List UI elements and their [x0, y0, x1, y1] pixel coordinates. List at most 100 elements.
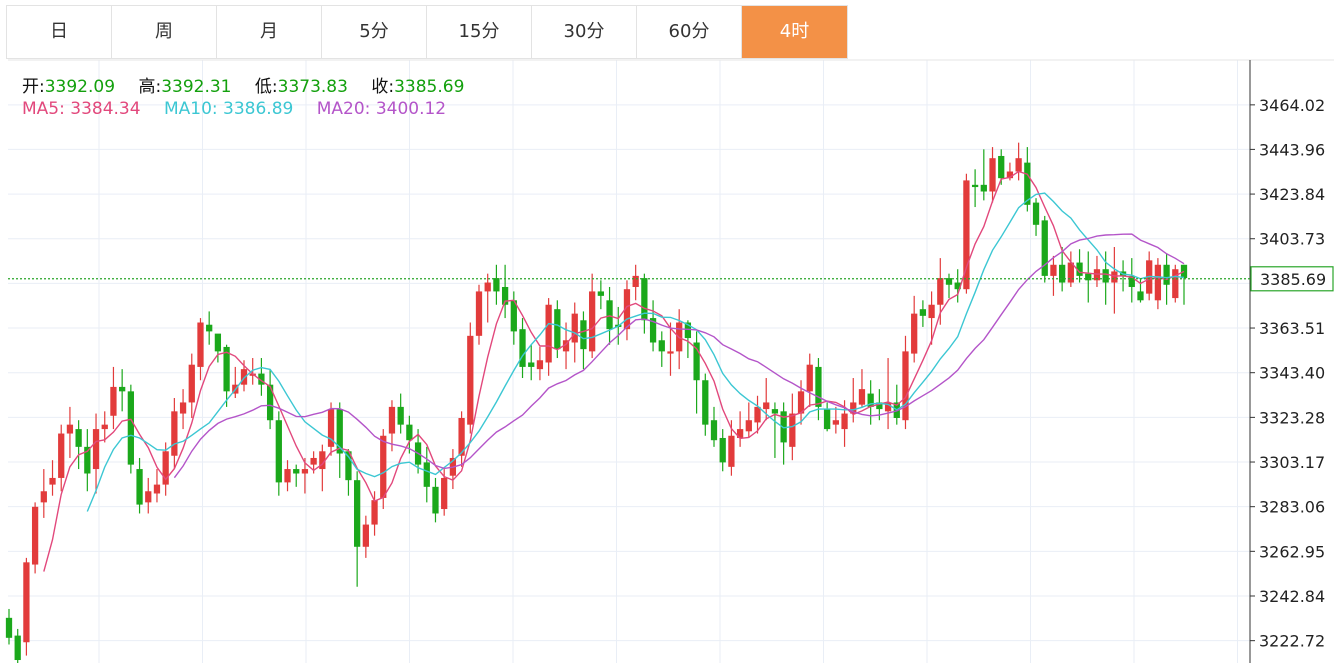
- candle: [867, 380, 874, 425]
- candle-body: [710, 420, 718, 441]
- candle-body: [336, 409, 343, 454]
- candle: [858, 369, 866, 407]
- candle: [258, 358, 265, 396]
- candle: [989, 147, 996, 203]
- candle-body: [606, 300, 613, 330]
- candle-body: [980, 184, 987, 192]
- candle-body: [824, 409, 831, 430]
- tab-week[interactable]: 周: [112, 6, 217, 58]
- chart-grid: [8, 59, 1334, 663]
- candle-body: [928, 304, 935, 319]
- candle-body: [597, 291, 604, 296]
- candle: [362, 515, 369, 558]
- candle-body: [301, 469, 309, 474]
- candle: [23, 557, 30, 656]
- candle: [1059, 247, 1066, 292]
- candle: [467, 322, 474, 434]
- candle: [1076, 249, 1083, 283]
- candle-body: [327, 409, 335, 447]
- candle-body: [937, 278, 944, 305]
- candle: [771, 402, 779, 458]
- current-price-line: 3385.69: [8, 266, 1334, 292]
- candle: [850, 378, 857, 423]
- candle-body: [101, 424, 108, 430]
- candle-body: [963, 180, 970, 290]
- candle-body: [214, 333, 222, 352]
- tab-day[interactable]: 日: [7, 6, 112, 58]
- candle-body: [1085, 273, 1092, 281]
- candle-body: [197, 322, 204, 367]
- candle: [49, 460, 56, 496]
- candle-body: [954, 282, 961, 290]
- candle-body: [589, 291, 596, 352]
- candle-body: [110, 386, 117, 416]
- tab-month[interactable]: 月: [217, 6, 322, 58]
- candle-body: [745, 420, 752, 432]
- candle: [545, 298, 552, 376]
- candle-body: [998, 155, 1005, 179]
- candle: [1093, 255, 1101, 287]
- candle-body: [1059, 264, 1066, 283]
- ma5-line: [43, 170, 1185, 572]
- candle: [597, 280, 604, 310]
- candle: [40, 469, 47, 518]
- candle-body: [780, 411, 787, 443]
- candle-body: [832, 420, 839, 425]
- candle: [884, 358, 892, 430]
- axis-tick-label: 3423.84: [1259, 185, 1325, 204]
- candle: [641, 273, 648, 334]
- candle: [902, 335, 909, 430]
- tab-60min[interactable]: 60分: [637, 6, 742, 58]
- candle: [397, 393, 404, 434]
- candle-body: [127, 391, 134, 465]
- ma20-label: MA20:: [316, 99, 371, 119]
- tab-15min[interactable]: 15分: [427, 6, 532, 58]
- candle: [92, 413, 100, 494]
- candle: [536, 346, 544, 381]
- tab-4hour[interactable]: 4时: [742, 6, 847, 58]
- candle: [101, 411, 108, 443]
- candle: [58, 424, 65, 492]
- candle-body: [632, 275, 639, 287]
- candle-body: [528, 362, 535, 367]
- axis-tick-label: 3443.96: [1259, 140, 1325, 159]
- candle-body: [519, 329, 526, 367]
- candle: [1111, 247, 1118, 314]
- candle: [745, 402, 752, 438]
- candle-body: [1128, 275, 1135, 287]
- candle-body: [806, 364, 813, 392]
- candle-body: [66, 424, 74, 434]
- candle-body: [571, 313, 578, 343]
- candle-body: [623, 289, 631, 330]
- ma10-label: MA10:: [163, 99, 218, 119]
- candle: [110, 366, 117, 430]
- candles: [5, 142, 1188, 663]
- ma-lines: [43, 170, 1185, 572]
- candle-body: [458, 417, 465, 456]
- open-value: 3392.09: [44, 77, 116, 97]
- candle: [658, 331, 665, 367]
- candle-body: [884, 402, 892, 412]
- candle: [1128, 258, 1135, 303]
- ma20-value: 3400.12: [375, 99, 447, 119]
- candle: [780, 402, 787, 465]
- candle-body: [1076, 262, 1083, 276]
- candle: [911, 295, 918, 363]
- candle-body: [31, 506, 39, 565]
- candle: [5, 608, 13, 645]
- candle: [206, 311, 213, 345]
- tab-5min[interactable]: 5分: [322, 6, 427, 58]
- candle: [197, 318, 204, 381]
- candle: [432, 477, 439, 523]
- candle-body: [736, 429, 744, 438]
- candle: [832, 406, 839, 434]
- candle-body: [945, 278, 953, 285]
- candle: [623, 280, 631, 341]
- price-tag-label: 3385.69: [1260, 270, 1326, 289]
- candle-body: [1041, 220, 1048, 276]
- candle-body: [562, 340, 570, 352]
- tab-30min[interactable]: 30分: [532, 6, 637, 58]
- candle: [1180, 264, 1188, 305]
- candle-body: [467, 335, 474, 425]
- candle-body: [1024, 162, 1031, 205]
